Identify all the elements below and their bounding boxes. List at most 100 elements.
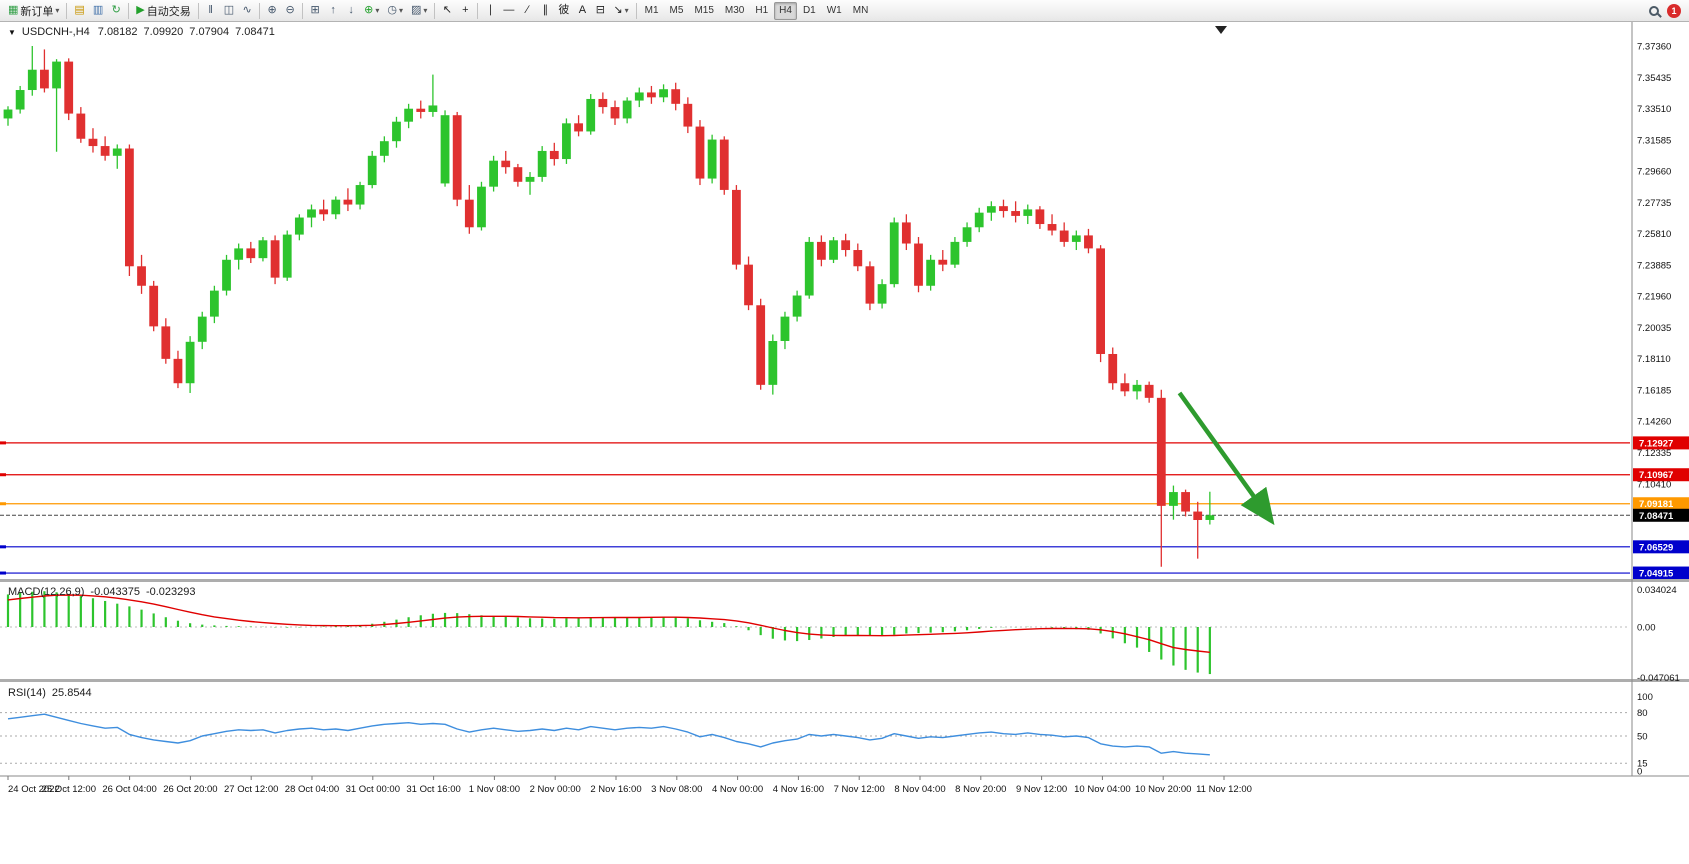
pane-separator[interactable] [0, 579, 1689, 582]
crosshair-button[interactable]: + [456, 2, 474, 20]
candle [877, 284, 887, 304]
timeframe-w1-button[interactable]: W1 [822, 2, 847, 20]
macd-header: MACD(12,26,9) -0.043375 -0.023293 [8, 586, 196, 598]
search-icon[interactable] [1649, 5, 1659, 16]
candle [222, 259, 231, 291]
toolbar-buttons: ▦ 新订单 ▾ ▤ ▥ ↻ ▶ 自动交易 ǁ ◫ ∿ ⊕ ⊖ ⊞ ↑ ↓ ⊕ ▾ ◷ ▾ ▨ ▾ ↖ + ∣ ― ∕ ∥ 彼 A ⊟ ↘ ▾ [4, 2, 633, 20]
autotrading-button[interactable]: ▶ 自动交易 [132, 2, 194, 20]
periods-button[interactable]: ◷ ▾ [383, 2, 407, 20]
text-label-button[interactable]: ⊟ [591, 2, 609, 20]
chart-shift-marker[interactable] [1215, 26, 1227, 34]
templates-button[interactable]: ▤ [70, 2, 88, 20]
candle [246, 248, 256, 259]
horizontal-line-button[interactable]: ― [499, 2, 518, 20]
macd-value: -0.043375 [90, 586, 140, 598]
candle [1084, 235, 1093, 249]
toolbar-separator [302, 2, 304, 19]
zoom-out-button[interactable]: ⊖ [281, 2, 299, 20]
candle [1023, 209, 1033, 216]
candle [647, 92, 656, 98]
toolbar: ▦ 新订单 ▾ ▤ ▥ ↻ ▶ 自动交易 ǁ ◫ ∿ ⊕ ⊖ ⊞ ↑ ↓ ⊕ ▾ ◷ ▾ ▨ ▾ ↖ + ∣ ― ∕ ∥ 彼 A ⊟ ↘ ▾ M… [0, 0, 1689, 22]
candle [841, 240, 851, 251]
toolbar-separator [259, 2, 261, 19]
candle [574, 123, 583, 132]
candle [926, 259, 936, 286]
chart-back-button[interactable]: ↓ [342, 2, 360, 20]
candle [999, 206, 1008, 212]
timeframe-m30-button[interactable]: M30 [720, 2, 749, 20]
candle [914, 243, 923, 286]
bar-chart-button[interactable]: ǁ [202, 2, 220, 20]
toolbar-separator [66, 2, 68, 19]
new-order-button[interactable]: ▦ 新订单 ▾ [4, 2, 63, 20]
candle [416, 108, 426, 112]
toolbar-separator [434, 2, 436, 19]
macd-signal-value: -0.023293 [145, 586, 196, 598]
caret-down-icon: ▾ [423, 6, 428, 15]
horizontal-lines[interactable]: 7.12927 7.10967 7.09181 7.06529 7.04915 [0, 436, 1689, 580]
line-chart-button[interactable]: ∿ [238, 2, 256, 20]
horizontal-line-icon: ― [503, 4, 515, 16]
candle [1132, 384, 1142, 392]
candle [197, 316, 207, 342]
bar-chart-icon: ǁ [208, 4, 213, 16]
timeframe-d1-button[interactable]: D1 [798, 2, 821, 20]
candle [792, 295, 802, 317]
toolbar-separator [128, 2, 130, 19]
vertical-line-button[interactable]: ∣ [481, 2, 499, 20]
rsi-line [7, 713, 1210, 756]
svg-text:7.16185: 7.16185 [1637, 385, 1671, 396]
candle [865, 266, 875, 304]
chart-canvas[interactable]: 7.37360 7.35435 7.33510 7.31585 7.29660 7.277… [0, 22, 1689, 864]
timeframe-m15-button[interactable]: M15 [689, 2, 718, 20]
template-menu-button[interactable]: ▨ ▾ [407, 2, 431, 20]
candle [707, 139, 717, 179]
notification-badge[interactable]: 1 [1667, 3, 1681, 18]
candle [307, 209, 316, 218]
collapse-triangle-icon[interactable]: ▼ [8, 27, 16, 37]
ohlc-open: 7.08182 [97, 26, 138, 38]
fibonacci-button[interactable]: 彼 [554, 2, 573, 20]
timeframe-h4-button[interactable]: H4 [774, 1, 797, 20]
chart-forward-button[interactable]: ↑ [324, 2, 342, 20]
svg-text:31 Oct 16:00: 31 Oct 16:00 [406, 784, 460, 795]
cursor-icon: ↖ [442, 4, 452, 16]
trend-arrow[interactable] [1177, 391, 1275, 526]
svg-text:50: 50 [1637, 732, 1648, 743]
text-button[interactable]: A [573, 2, 591, 20]
macd-pane: 0.034024 0.00 -0.047061 [0, 585, 1680, 684]
macd-signal-line [7, 594, 1210, 653]
svg-text:7.27735: 7.27735 [1637, 198, 1671, 209]
candlestick-chart-button[interactable]: ◫ [220, 2, 238, 20]
trendline-button[interactable]: ∕ [518, 2, 536, 20]
candle [234, 248, 244, 260]
candle [671, 89, 681, 104]
candle [1071, 235, 1081, 242]
svg-text:9 Nov 12:00: 9 Nov 12:00 [1016, 784, 1067, 795]
caret-down-icon: ▾ [55, 6, 60, 15]
svg-text:7.35435: 7.35435 [1637, 73, 1671, 84]
symbol-header: ▼ USDCNH-,H4 7.08182 7.09920 7.07904 7.0… [8, 26, 275, 38]
candle [294, 217, 304, 235]
caret-down-icon: ▾ [624, 6, 629, 15]
svg-text:27 Oct 12:00: 27 Oct 12:00 [224, 784, 278, 795]
timeframe-mn-button[interactable]: MN [848, 2, 874, 20]
zoom-in-button[interactable]: ⊕ [263, 2, 281, 20]
svg-text:4 Nov 00:00: 4 Nov 00:00 [712, 784, 763, 795]
profiles-button[interactable]: ▥ [89, 2, 107, 20]
timeframe-m5-button[interactable]: M5 [665, 2, 689, 20]
pane-separator[interactable] [0, 679, 1689, 682]
timeframe-h1-button[interactable]: H1 [750, 2, 773, 20]
candle [392, 121, 401, 142]
tile-windows-button[interactable]: ⊞ [306, 2, 324, 20]
arrows-button[interactable]: ↘ ▾ [609, 2, 632, 20]
cursor-button[interactable]: ↖ [438, 2, 456, 20]
channel-button[interactable]: ∥ [536, 2, 554, 20]
refresh-button[interactable]: ↻ [107, 2, 125, 20]
arrow-down-right-icon: ↘ [613, 4, 623, 16]
timeframe-m1-button[interactable]: M1 [640, 2, 664, 20]
add-indicator-button[interactable]: ⊕ ▾ [360, 2, 383, 20]
macd-title: MACD(12,26,9) [8, 586, 85, 598]
toolbar-separator [477, 2, 479, 19]
